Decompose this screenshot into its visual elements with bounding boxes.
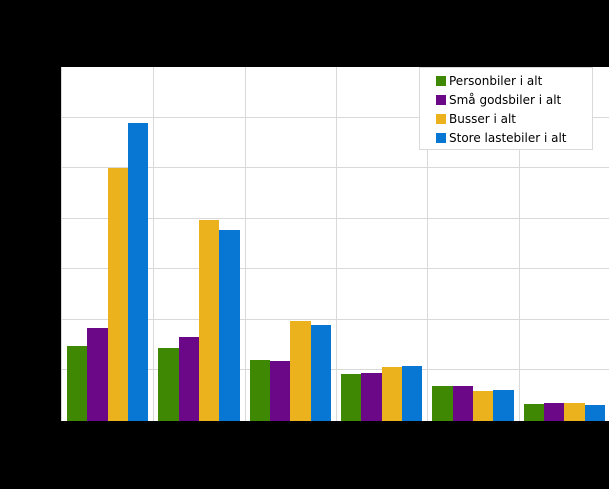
bar	[361, 372, 382, 421]
vertical-gridline	[244, 67, 246, 421]
bar	[584, 404, 605, 421]
horizontal-gridline	[62, 369, 609, 371]
bar	[290, 320, 311, 421]
bar	[381, 366, 402, 421]
legend-swatch-icon	[436, 113, 446, 124]
legend-item-busser: Busser i alt	[436, 109, 592, 128]
vertical-gridline	[427, 67, 429, 421]
bar	[67, 345, 88, 421]
legend-item-store-lastebiler: Store lastebiler i alt	[436, 128, 592, 147]
horizontal-gridline	[62, 217, 609, 219]
bar	[158, 347, 179, 421]
vertical-gridline	[336, 67, 337, 421]
horizontal-gridline	[62, 167, 609, 169]
bar	[107, 168, 128, 421]
legend-swatch-icon	[436, 94, 446, 105]
legend-swatch-icon	[436, 132, 446, 143]
bar	[432, 386, 453, 421]
bar	[493, 389, 514, 421]
legend-item-sma-godsbiler: Små godsbiler i alt	[436, 90, 592, 109]
bar	[127, 123, 149, 421]
bar	[543, 402, 565, 421]
bar	[564, 402, 585, 421]
horizontal-gridline	[62, 318, 609, 320]
chart-legend: Personbiler i alt Små godsbiler i alt Bu…	[419, 67, 593, 150]
vertical-gridline	[153, 67, 155, 421]
bar	[178, 336, 199, 421]
legend-label: Store lastebiler i alt	[449, 130, 567, 145]
bar	[249, 359, 270, 421]
bar	[452, 386, 473, 421]
legend-item-personbiler: Personbiler i alt	[436, 71, 592, 90]
bar	[87, 328, 108, 421]
bar	[198, 220, 220, 421]
legend-label: Busser i alt	[449, 111, 517, 126]
legend-swatch-icon	[436, 75, 446, 86]
bar	[472, 390, 494, 421]
legend-label: Personbiler i alt	[449, 73, 543, 88]
horizontal-gridline	[62, 268, 609, 270]
bar	[269, 360, 291, 421]
horizontal-gridline	[62, 116, 609, 118]
vertical-gridline	[518, 67, 520, 421]
bar	[401, 365, 423, 421]
bar	[310, 324, 331, 421]
bar	[219, 230, 240, 421]
legend-label: Små godsbiler i alt	[449, 92, 562, 107]
bar	[341, 373, 362, 421]
bar	[523, 403, 544, 421]
